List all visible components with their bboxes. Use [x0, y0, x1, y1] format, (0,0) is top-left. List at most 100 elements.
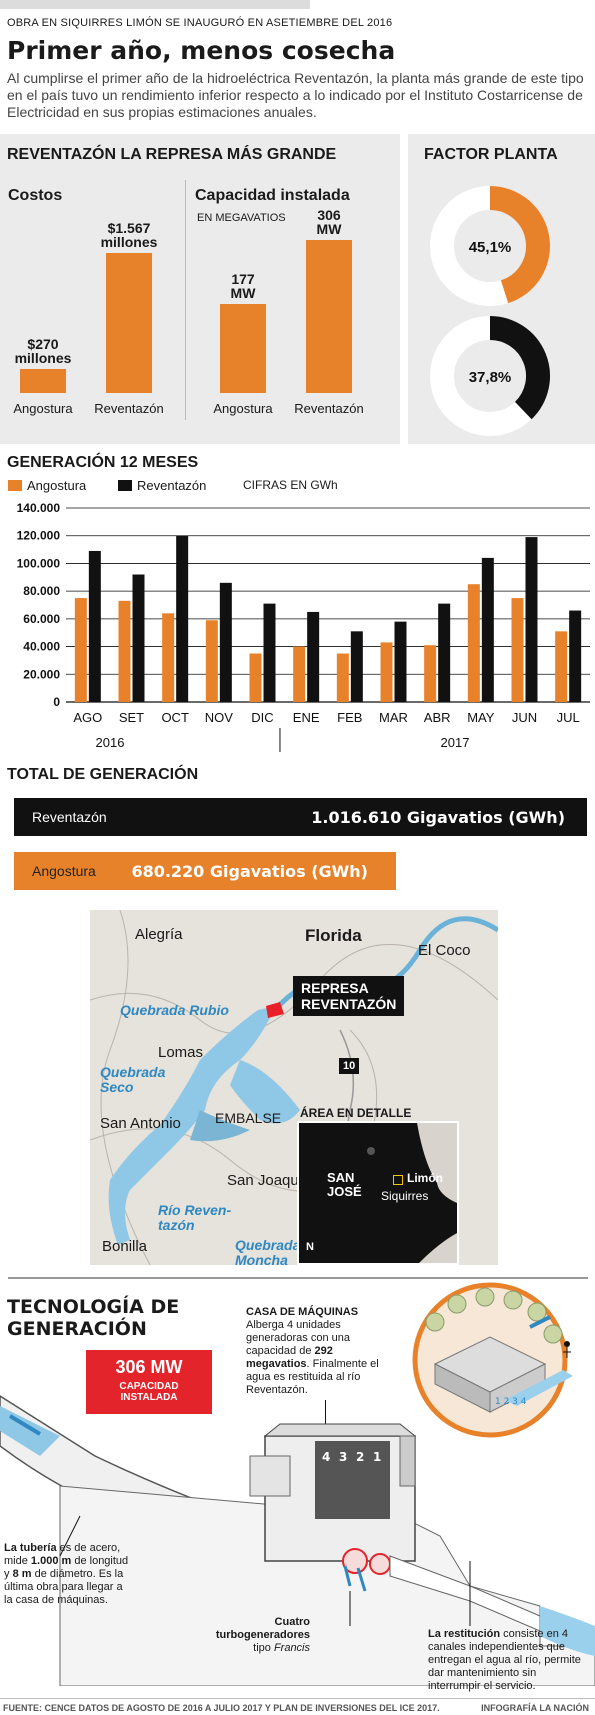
costos-title: Costos	[8, 187, 63, 204]
x-tick-6: FEB	[337, 710, 362, 725]
headline: Primer año, menos cosecha	[7, 36, 396, 65]
inset-title: ÁREA EN DETALLE	[300, 1106, 412, 1120]
bar-angostura-ago	[74, 598, 87, 702]
tuberia-bold-1: La tubería	[4, 1542, 57, 1554]
donut-label-0: 45,1%	[469, 239, 512, 256]
turbo-note: Cuatro turbogeneradores tipo Francis	[206, 1616, 310, 1655]
bar-reventazón-jun	[525, 537, 538, 702]
bar-angostura-oct	[162, 613, 175, 702]
water-quebrada-rubio: Quebrada Rubio	[120, 1002, 229, 1018]
x-tick-10: JUN	[512, 710, 537, 725]
legend-angostura: Angostura	[8, 478, 86, 493]
turbo-text: tipo	[253, 1642, 274, 1654]
x-tick-0: AGO	[73, 710, 102, 725]
bar-reventazón-set	[132, 574, 145, 702]
casa-title: CASA DE MÁQUINAS	[246, 1306, 359, 1318]
capacidad-unit: EN MEGAVATIOS	[197, 212, 286, 224]
section-divider	[8, 1277, 588, 1279]
total-title: TOTAL DE GENERACIÓN	[7, 766, 199, 783]
bar-reventazón-dic	[263, 603, 276, 702]
bar-angostura-mar	[380, 642, 393, 702]
tuberia-note: La tubería es de acero, mide 1.000 m de …	[4, 1542, 129, 1607]
bar-angostura-nov	[205, 620, 218, 702]
casa-leader-line	[325, 1400, 326, 1426]
footer-divider	[0, 1698, 595, 1699]
kicker: OBRA EN SIQUIRRES LIMÓN SE INAUGURÓ EN A…	[7, 17, 393, 29]
bar-angostura-jun	[511, 598, 524, 702]
town-bonilla: Bonilla	[102, 1238, 148, 1255]
represa-title: REVENTAZÓN LA REPRESA MÁS GRANDE	[7, 146, 337, 163]
inset-limon: Limón	[407, 1171, 443, 1185]
y-tick-7: 140.000	[17, 501, 61, 515]
capacity-badge: 306 MW CAPACIDAD INSTALADA	[86, 1350, 212, 1414]
unit-number-2: 2	[356, 1450, 364, 1464]
bar-reventazón-oct	[176, 535, 189, 702]
capacidad-label-1: Reventazón	[294, 401, 364, 416]
tuberia-bold-3: 8 m	[12, 1568, 32, 1580]
costos-label-1: Reventazón	[94, 401, 164, 416]
donut-label-1: 37,8%	[469, 369, 512, 386]
x-tick-11: JUL	[557, 710, 580, 725]
unit-number-3: 3	[339, 1450, 347, 1464]
town-florida: Florida	[305, 926, 362, 945]
embalse-label: EMBALSE	[215, 1110, 282, 1126]
tuberia-text-2: de longitud y	[4, 1555, 129, 1580]
tuberia-text-3: de diámetro. Es la última obra para lleg…	[4, 1568, 124, 1606]
bar-angostura-feb	[336, 653, 349, 702]
x-tick-9: MAY	[467, 710, 495, 725]
bar-angostura-dic	[249, 653, 262, 702]
capacidad-value-0: 177 MW	[230, 271, 256, 301]
tuberia-bold-2: 1.000 m	[30, 1555, 72, 1567]
bar-angostura-abr	[424, 645, 437, 702]
y-tick-5: 100.000	[17, 556, 61, 570]
map: Alegría Florida El Coco Lomas San Antoni…	[90, 910, 498, 1265]
town-lomas: Lomas	[158, 1044, 204, 1061]
powerhouse-detail-illustration: 1 2 3 4	[412, 1282, 573, 1438]
detail-unit-labels: 1 2 3 4	[495, 1397, 527, 1407]
factor-donuts: 45,1% 37,8%	[430, 186, 550, 436]
capacity-badge-label: CAPACIDAD INSTALADA	[119, 1381, 179, 1403]
y-tick-0: 0	[53, 695, 60, 709]
bar-reventazón-abr	[438, 603, 451, 702]
restitucion-note: La restitución consiste en 4 canales ind…	[428, 1628, 586, 1693]
generation-chart: 0 20.000 40.000 60.000 80.000 100.000 120.000 1…	[17, 501, 590, 752]
turbo-bold: Cuatro turbogeneradores	[215, 1616, 310, 1641]
legend-swatch-angostura	[8, 480, 22, 491]
tech-title: TECNOLOGÍA DE GENERACIÓN	[7, 1296, 180, 1340]
capacidad-value-1: 306 MW	[316, 207, 342, 237]
casa-bold: 292 megavatios	[246, 1345, 333, 1370]
bar-reventazón-may	[481, 557, 494, 702]
footer-source: FUENTE: CENCE DATOS DE AGOSTO DE 2016 A …	[3, 1703, 440, 1713]
costos-bar-1	[106, 253, 152, 393]
bar-reventazón-nov	[219, 582, 232, 702]
y-tick-6: 120.000	[17, 529, 61, 543]
total-row-angostura: Angostura 680.220 Gigavatios (GWh)	[14, 852, 396, 890]
costos-value-0: $270 millones	[14, 336, 72, 366]
unit-number-1: 1	[373, 1450, 381, 1464]
x-tick-3: NOV	[205, 710, 234, 725]
generacion-title: GENERACIÓN 12 MESES	[7, 454, 199, 471]
bar-reventazón-mar	[394, 621, 407, 702]
capacidad-bar-0	[220, 304, 266, 393]
bar-reventazón-ene	[307, 611, 320, 702]
capacidad-label-0: Angostura	[213, 401, 273, 416]
bar-angostura-set	[118, 600, 131, 702]
tuberia-text-1: es de acero, mide	[4, 1542, 121, 1567]
capacity-badge-value: 306 MW	[115, 1357, 183, 1377]
restitucion-bold: La restitución	[428, 1628, 501, 1640]
water-rio-reventazon: Río Reven- tazón	[158, 1202, 232, 1233]
bar-angostura-jul	[555, 631, 568, 702]
total-name-reventazon: Reventazón	[32, 809, 107, 825]
town-alegria: Alegría	[135, 926, 183, 943]
inset-siquirres-marker	[393, 1175, 403, 1185]
casa-text-2: . Finalmente el agua es restituida al rí…	[246, 1358, 379, 1396]
capacidad-bar-1	[306, 240, 352, 393]
dam-marker	[266, 1002, 284, 1018]
turbo-italic: Francis	[273, 1642, 310, 1654]
year-label-2017: 2017	[441, 735, 470, 750]
intro-text: Al cumplirse el primer año de la hidroel…	[7, 70, 584, 120]
inset-siquirres: Siquirres	[381, 1189, 429, 1203]
water-quebrada-moncha: Quebrada Moncha	[235, 1237, 301, 1266]
legend-label-angostura: Angostura	[27, 478, 87, 493]
legend-label-reventazon: Reventazón	[137, 478, 207, 493]
